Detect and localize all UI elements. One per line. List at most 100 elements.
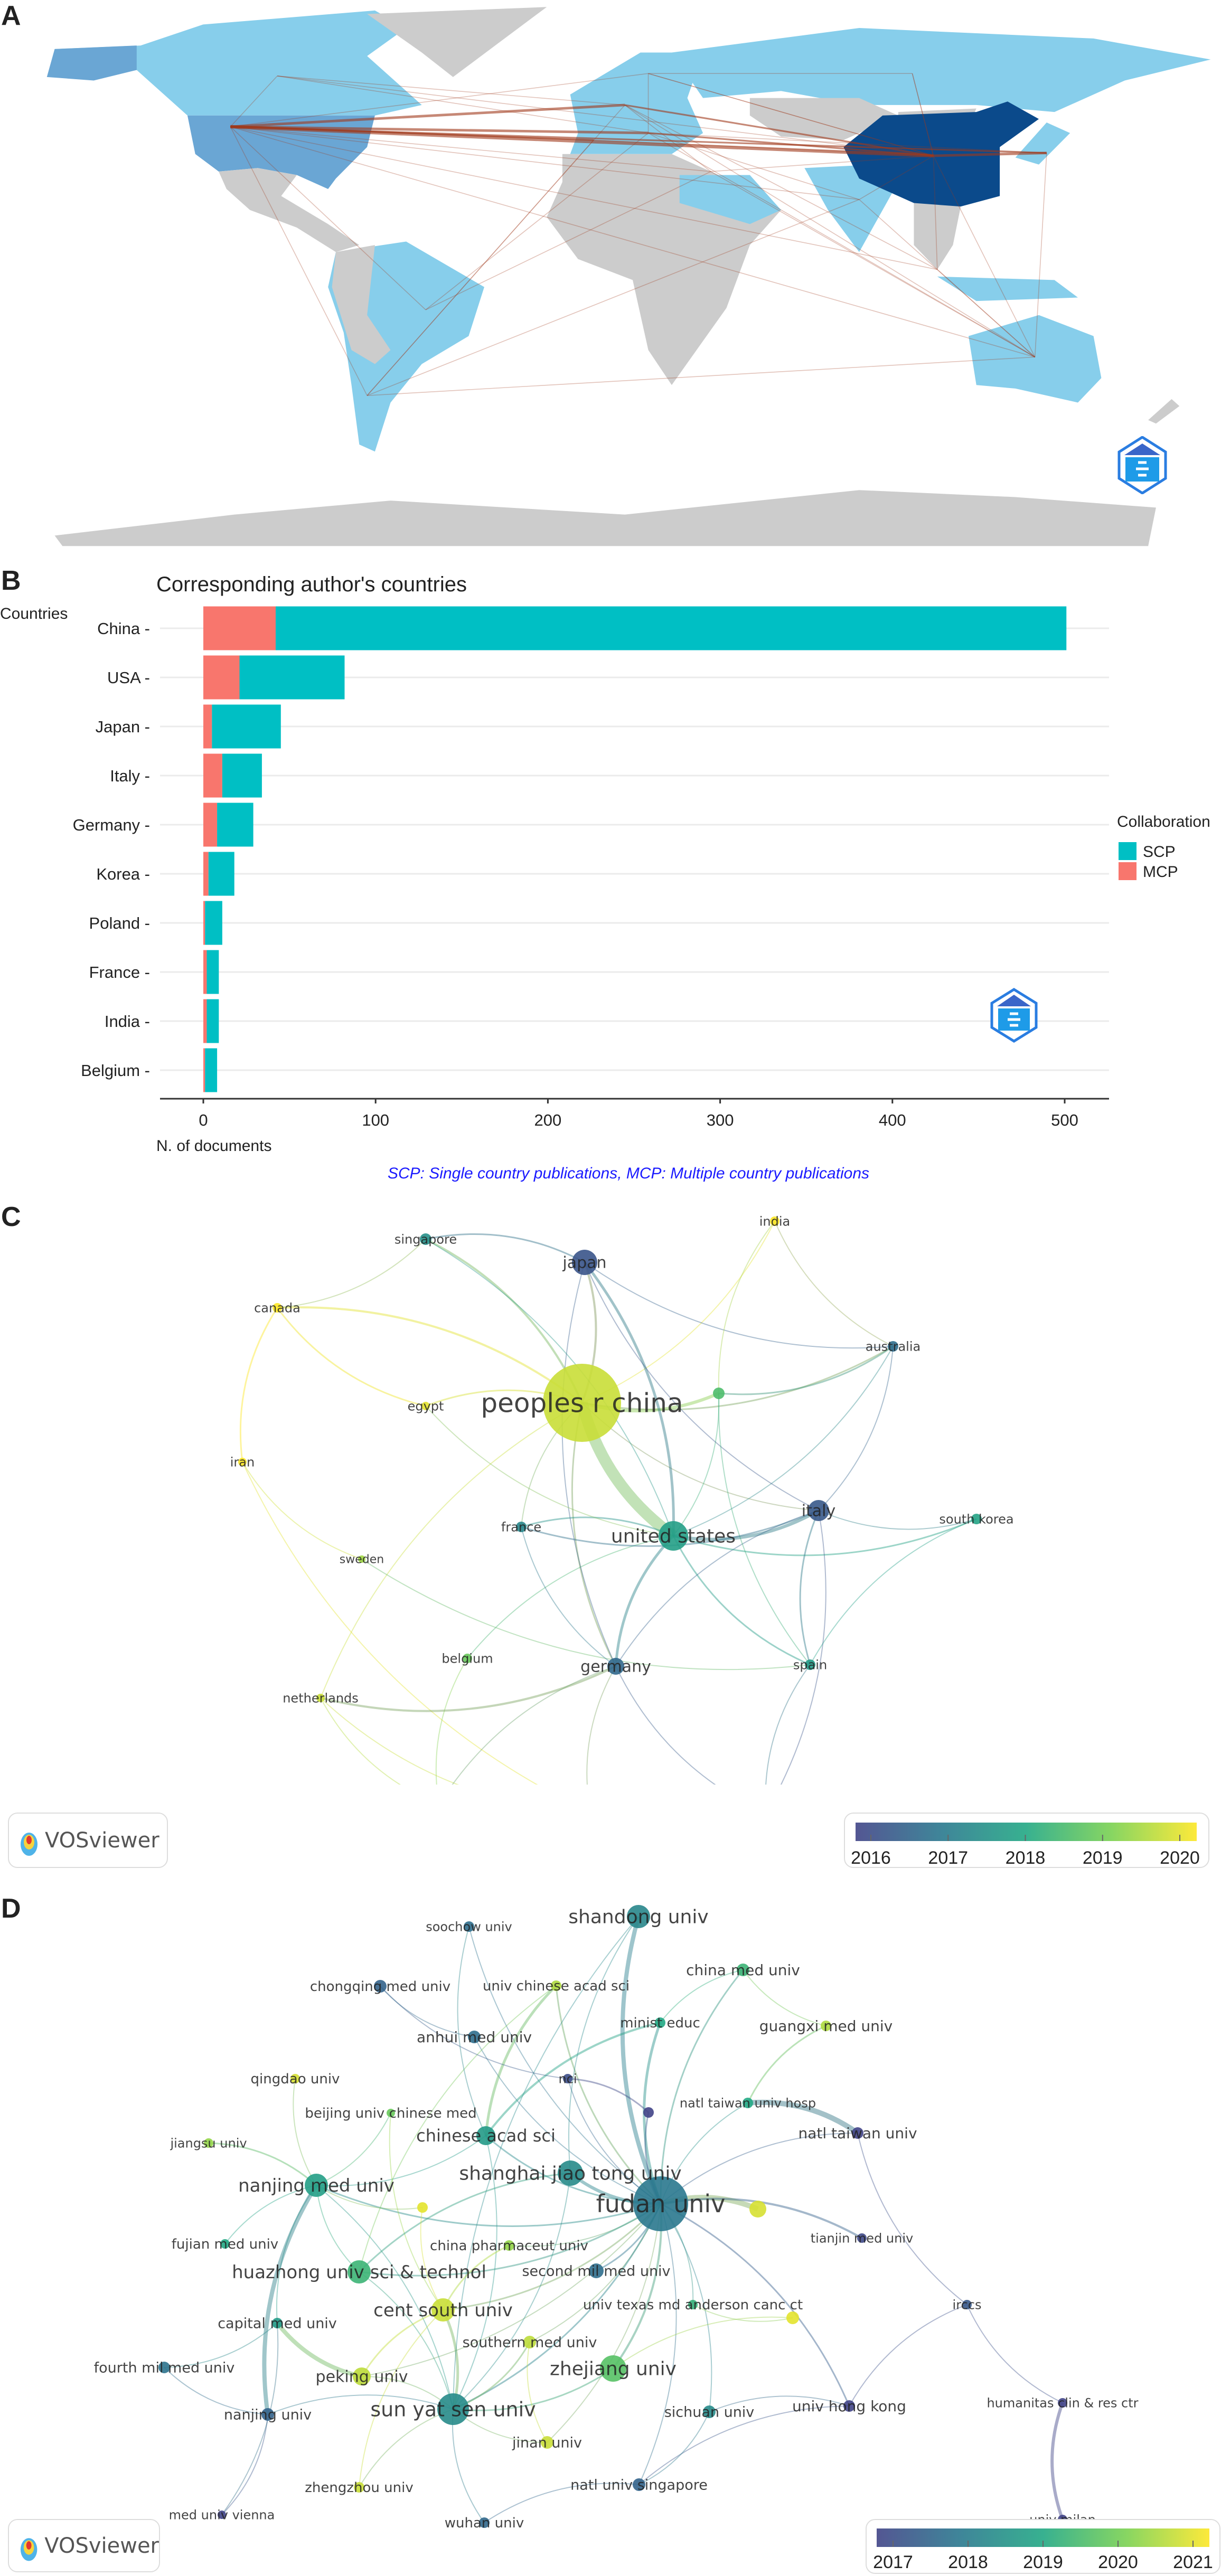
network-node[interactable] — [786, 2311, 799, 2324]
network-node[interactable] — [354, 2482, 364, 2493]
network-link — [613, 2316, 793, 2369]
node-label: peoples r china — [481, 1388, 683, 1419]
collaboration-link — [367, 105, 625, 395]
network-node[interactable] — [273, 1303, 282, 1313]
network-node[interactable] — [770, 1216, 779, 1226]
colorbar-label: 2017 — [928, 1848, 968, 1868]
network-link — [277, 1239, 426, 1308]
node-label: natl taiwan univ hosp — [680, 2096, 816, 2110]
network-node[interactable] — [158, 2362, 170, 2373]
network-node[interactable] — [220, 2239, 230, 2249]
node-label: jiangsu univ — [170, 2136, 247, 2150]
network-node[interactable] — [541, 2436, 553, 2449]
network-node[interactable] — [290, 2074, 300, 2083]
network-node[interactable] — [437, 2393, 469, 2425]
node-label: nci — [558, 2071, 577, 2086]
network-link — [276, 1307, 426, 1407]
network-node[interactable] — [204, 2138, 213, 2148]
network-node[interactable] — [420, 1233, 431, 1245]
network-link — [316, 2112, 391, 2186]
network-link — [208, 2142, 317, 2186]
network-node[interactable] — [655, 2017, 665, 2028]
network-link — [586, 1666, 616, 1785]
network-node[interactable] — [305, 2174, 328, 2197]
network-node[interactable] — [463, 1654, 472, 1663]
collaboration-link — [649, 133, 1035, 357]
network-link — [615, 1510, 819, 1667]
network-node[interactable] — [431, 2298, 455, 2322]
network-node[interactable] — [607, 1658, 624, 1675]
network-node[interactable] — [523, 2336, 536, 2348]
network-node[interactable] — [479, 2517, 490, 2528]
network-node[interactable] — [857, 2233, 867, 2243]
y-tick-label: China - — [97, 619, 150, 638]
node-label: chongqing med univ — [310, 1979, 450, 1995]
network-node[interactable] — [218, 2511, 226, 2519]
legend-label-scp: SCP — [1143, 843, 1176, 861]
network-node[interactable] — [821, 2021, 831, 2031]
network-link — [239, 1307, 278, 1462]
network-node[interactable] — [374, 1980, 387, 1993]
node-label: zhejiang univ — [550, 2358, 677, 2380]
network-node[interactable] — [643, 2107, 654, 2118]
network-node[interactable] — [347, 2260, 371, 2284]
network-node[interactable] — [387, 2109, 395, 2117]
network-node[interactable] — [589, 2263, 604, 2278]
network-node[interactable] — [737, 1964, 749, 1976]
network-node[interactable] — [633, 2176, 688, 2231]
network-node[interactable] — [600, 2355, 626, 2382]
network-node[interactable] — [808, 1500, 829, 1521]
network-link — [660, 2132, 858, 2204]
bar-mcp-korea — [203, 852, 209, 896]
network-node[interactable] — [659, 1521, 688, 1551]
network-node[interactable] — [468, 2031, 481, 2043]
network-link — [320, 1697, 459, 1785]
network-node[interactable] — [743, 2098, 753, 2108]
network-node[interactable] — [316, 1694, 325, 1702]
network-node[interactable] — [843, 2400, 855, 2412]
network-node[interactable] — [572, 1250, 597, 1275]
collaboration-link — [859, 200, 1035, 357]
network-node[interactable] — [551, 1980, 561, 1991]
y-tick-label: Germany - — [73, 816, 150, 834]
network-node[interactable] — [476, 2126, 495, 2145]
x-tick-label: 200 — [534, 1111, 562, 1129]
bar-scp-france — [206, 950, 219, 994]
network-node[interactable] — [888, 1341, 898, 1352]
network-node[interactable] — [421, 1402, 430, 1410]
network-link — [747, 2025, 826, 2103]
network-node[interactable] — [417, 2202, 428, 2213]
network-node[interactable] — [261, 2408, 274, 2421]
network-node[interactable] — [504, 2240, 514, 2251]
network-node[interactable] — [688, 2300, 698, 2309]
node-label: guangxi med univ — [759, 2017, 893, 2035]
network-node[interactable] — [516, 1522, 527, 1532]
network-node[interactable] — [272, 2318, 283, 2328]
network-node[interactable] — [805, 1659, 815, 1670]
network-node[interactable] — [358, 1555, 365, 1563]
network-node[interactable] — [962, 2300, 972, 2309]
network-node[interactable] — [713, 1388, 725, 1399]
network-node[interactable] — [563, 2074, 572, 2083]
node-label: huazhong univ sci & technol — [232, 2262, 486, 2283]
network-node[interactable] — [238, 1458, 247, 1466]
network-node[interactable] — [627, 1905, 650, 1928]
network-node[interactable] — [464, 1921, 474, 1932]
network-link — [581, 1221, 775, 1403]
network-node[interactable] — [1058, 2398, 1067, 2408]
network-link — [547, 2203, 661, 2443]
bar-scp-usa — [239, 655, 345, 700]
network-node[interactable] — [633, 2478, 645, 2491]
chart-title: Corresponding author's countries — [156, 573, 467, 596]
network-node[interactable] — [749, 2201, 766, 2218]
network-node[interactable] — [558, 2160, 583, 2186]
y-tick-label: India - — [105, 1012, 150, 1031]
network-node[interactable] — [353, 2367, 371, 2385]
network-node[interactable] — [543, 1364, 621, 1442]
network-link — [316, 2185, 423, 2210]
network-node[interactable] — [852, 2127, 863, 2139]
bar-mcp-usa — [203, 655, 240, 700]
network-node[interactable] — [971, 1514, 982, 1524]
collaboration-link — [230, 127, 367, 395]
network-node[interactable] — [703, 2405, 716, 2418]
